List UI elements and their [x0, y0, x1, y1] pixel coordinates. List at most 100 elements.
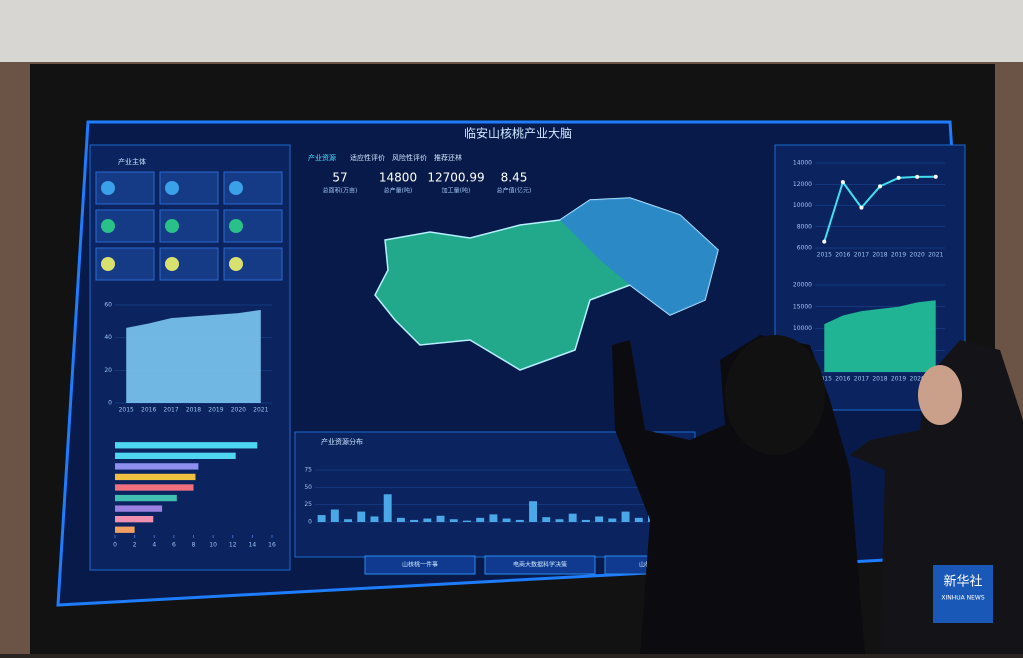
- watermark: [933, 565, 993, 623]
- bar: [383, 494, 392, 522]
- x-tick-label: 2017: [163, 407, 178, 414]
- y-tick-label: 12000: [793, 181, 812, 188]
- y-tick-label: 25: [304, 501, 312, 508]
- bar: [449, 519, 458, 522]
- bar: [634, 517, 643, 522]
- nav-button[interactable]: [364, 555, 476, 575]
- x-tick-label: 2015: [817, 252, 832, 259]
- tile-icon: [165, 219, 179, 233]
- bar: [370, 516, 379, 522]
- bar: [115, 452, 236, 459]
- stat-value: 14800: [379, 171, 417, 185]
- bar: [115, 442, 258, 449]
- x-tick-label: 2015: [119, 407, 134, 414]
- bar: [608, 518, 617, 522]
- bar: [542, 517, 551, 522]
- x-tick-label: 6: [172, 542, 176, 549]
- person-hair: [725, 335, 825, 455]
- x-tick-label: 2017: [854, 252, 869, 259]
- ceiling: [0, 0, 1023, 62]
- bar: [115, 473, 196, 481]
- x-tick-label: 2020: [910, 376, 925, 383]
- y-tick-label: 14000: [793, 160, 812, 167]
- x-tick-label: 10: [209, 542, 217, 549]
- tab[interactable]: 产业资源: [308, 153, 336, 162]
- area: [126, 309, 261, 403]
- x-tick-label: 14: [249, 542, 257, 549]
- y-tick-label: 20000: [793, 282, 812, 289]
- bar: [515, 519, 524, 522]
- tab[interactable]: 风险性评价: [392, 153, 427, 162]
- bar: [115, 494, 177, 502]
- point: [933, 174, 938, 179]
- y-tick-label: 8000: [797, 223, 812, 230]
- x-tick-label: 2018: [872, 252, 887, 259]
- watermark-name: 新华社: [943, 574, 982, 590]
- person-face: [918, 365, 962, 425]
- x-tick-label: 2018: [186, 407, 201, 414]
- x-tick-label: 2017: [854, 376, 869, 383]
- tile-icon: [229, 181, 243, 195]
- bar: [115, 505, 163, 512]
- tab[interactable]: 推荐还林: [434, 153, 462, 162]
- nav-label: 山核桃一件事: [402, 561, 438, 569]
- watermark-en: XINHUA NEWS: [941, 595, 984, 602]
- y-tick-label: 15000: [793, 303, 812, 310]
- map-region: [560, 198, 718, 315]
- y-tick-label: 0: [108, 400, 112, 407]
- panel-title: 产业资源分布: [321, 437, 363, 446]
- tile-icon: [229, 257, 243, 271]
- y-tick-label: 10000: [793, 325, 812, 332]
- bar: [489, 514, 498, 522]
- x-tick-label: 8: [192, 542, 196, 549]
- x-tick-label: 2020: [231, 407, 246, 414]
- tile-icon: [165, 181, 179, 195]
- y-tick-label: 20: [104, 367, 112, 374]
- x-tick-label: 2021: [928, 252, 943, 259]
- bar: [396, 517, 405, 522]
- stat-value: 12700.99: [427, 171, 484, 185]
- bar: [621, 511, 630, 522]
- bar: [115, 516, 154, 523]
- x-tick-label: 2: [133, 542, 137, 549]
- tile-icon: [101, 219, 115, 233]
- bar: [330, 509, 339, 522]
- x-tick-label: 4: [152, 542, 156, 549]
- stat-label: 总面积(万亩): [323, 187, 358, 195]
- x-tick-label: 2016: [835, 376, 850, 383]
- x-tick-label: 2021: [253, 407, 268, 414]
- bar: [595, 516, 604, 522]
- point: [859, 205, 864, 210]
- y-tick-label: 60: [104, 302, 112, 309]
- dashboard-title: 临安山核桃产业大脑: [464, 126, 572, 141]
- bar: [436, 515, 445, 522]
- x-tick-label: 2019: [891, 376, 906, 383]
- stat-value: 57: [332, 171, 347, 185]
- x-tick-label: 2016: [141, 407, 156, 414]
- point: [915, 174, 920, 179]
- bar: [115, 526, 135, 533]
- nav-button[interactable]: [484, 555, 596, 575]
- point: [822, 239, 827, 244]
- tile-icon: [101, 181, 115, 195]
- x-tick-label: 2019: [891, 252, 906, 259]
- tile-icon: [165, 257, 179, 271]
- stat-label: 总产量(吨): [384, 187, 413, 195]
- y-tick-label: 0: [308, 519, 312, 526]
- bar: [317, 515, 326, 522]
- tile-icon: [229, 219, 243, 233]
- bar: [344, 519, 352, 522]
- bar: [410, 519, 419, 522]
- bar: [115, 463, 199, 470]
- nav-label: 电商大数据科学决策: [513, 561, 567, 569]
- x-tick-label: 0: [113, 542, 117, 549]
- bar: [476, 517, 485, 522]
- x-tick-label: 2020: [910, 252, 925, 259]
- panel-title: 产业主体: [118, 157, 146, 166]
- bar: [581, 519, 590, 522]
- tab[interactable]: 适应性评价: [350, 153, 385, 162]
- bar: [357, 511, 366, 522]
- x-tick-label: 16: [268, 542, 276, 549]
